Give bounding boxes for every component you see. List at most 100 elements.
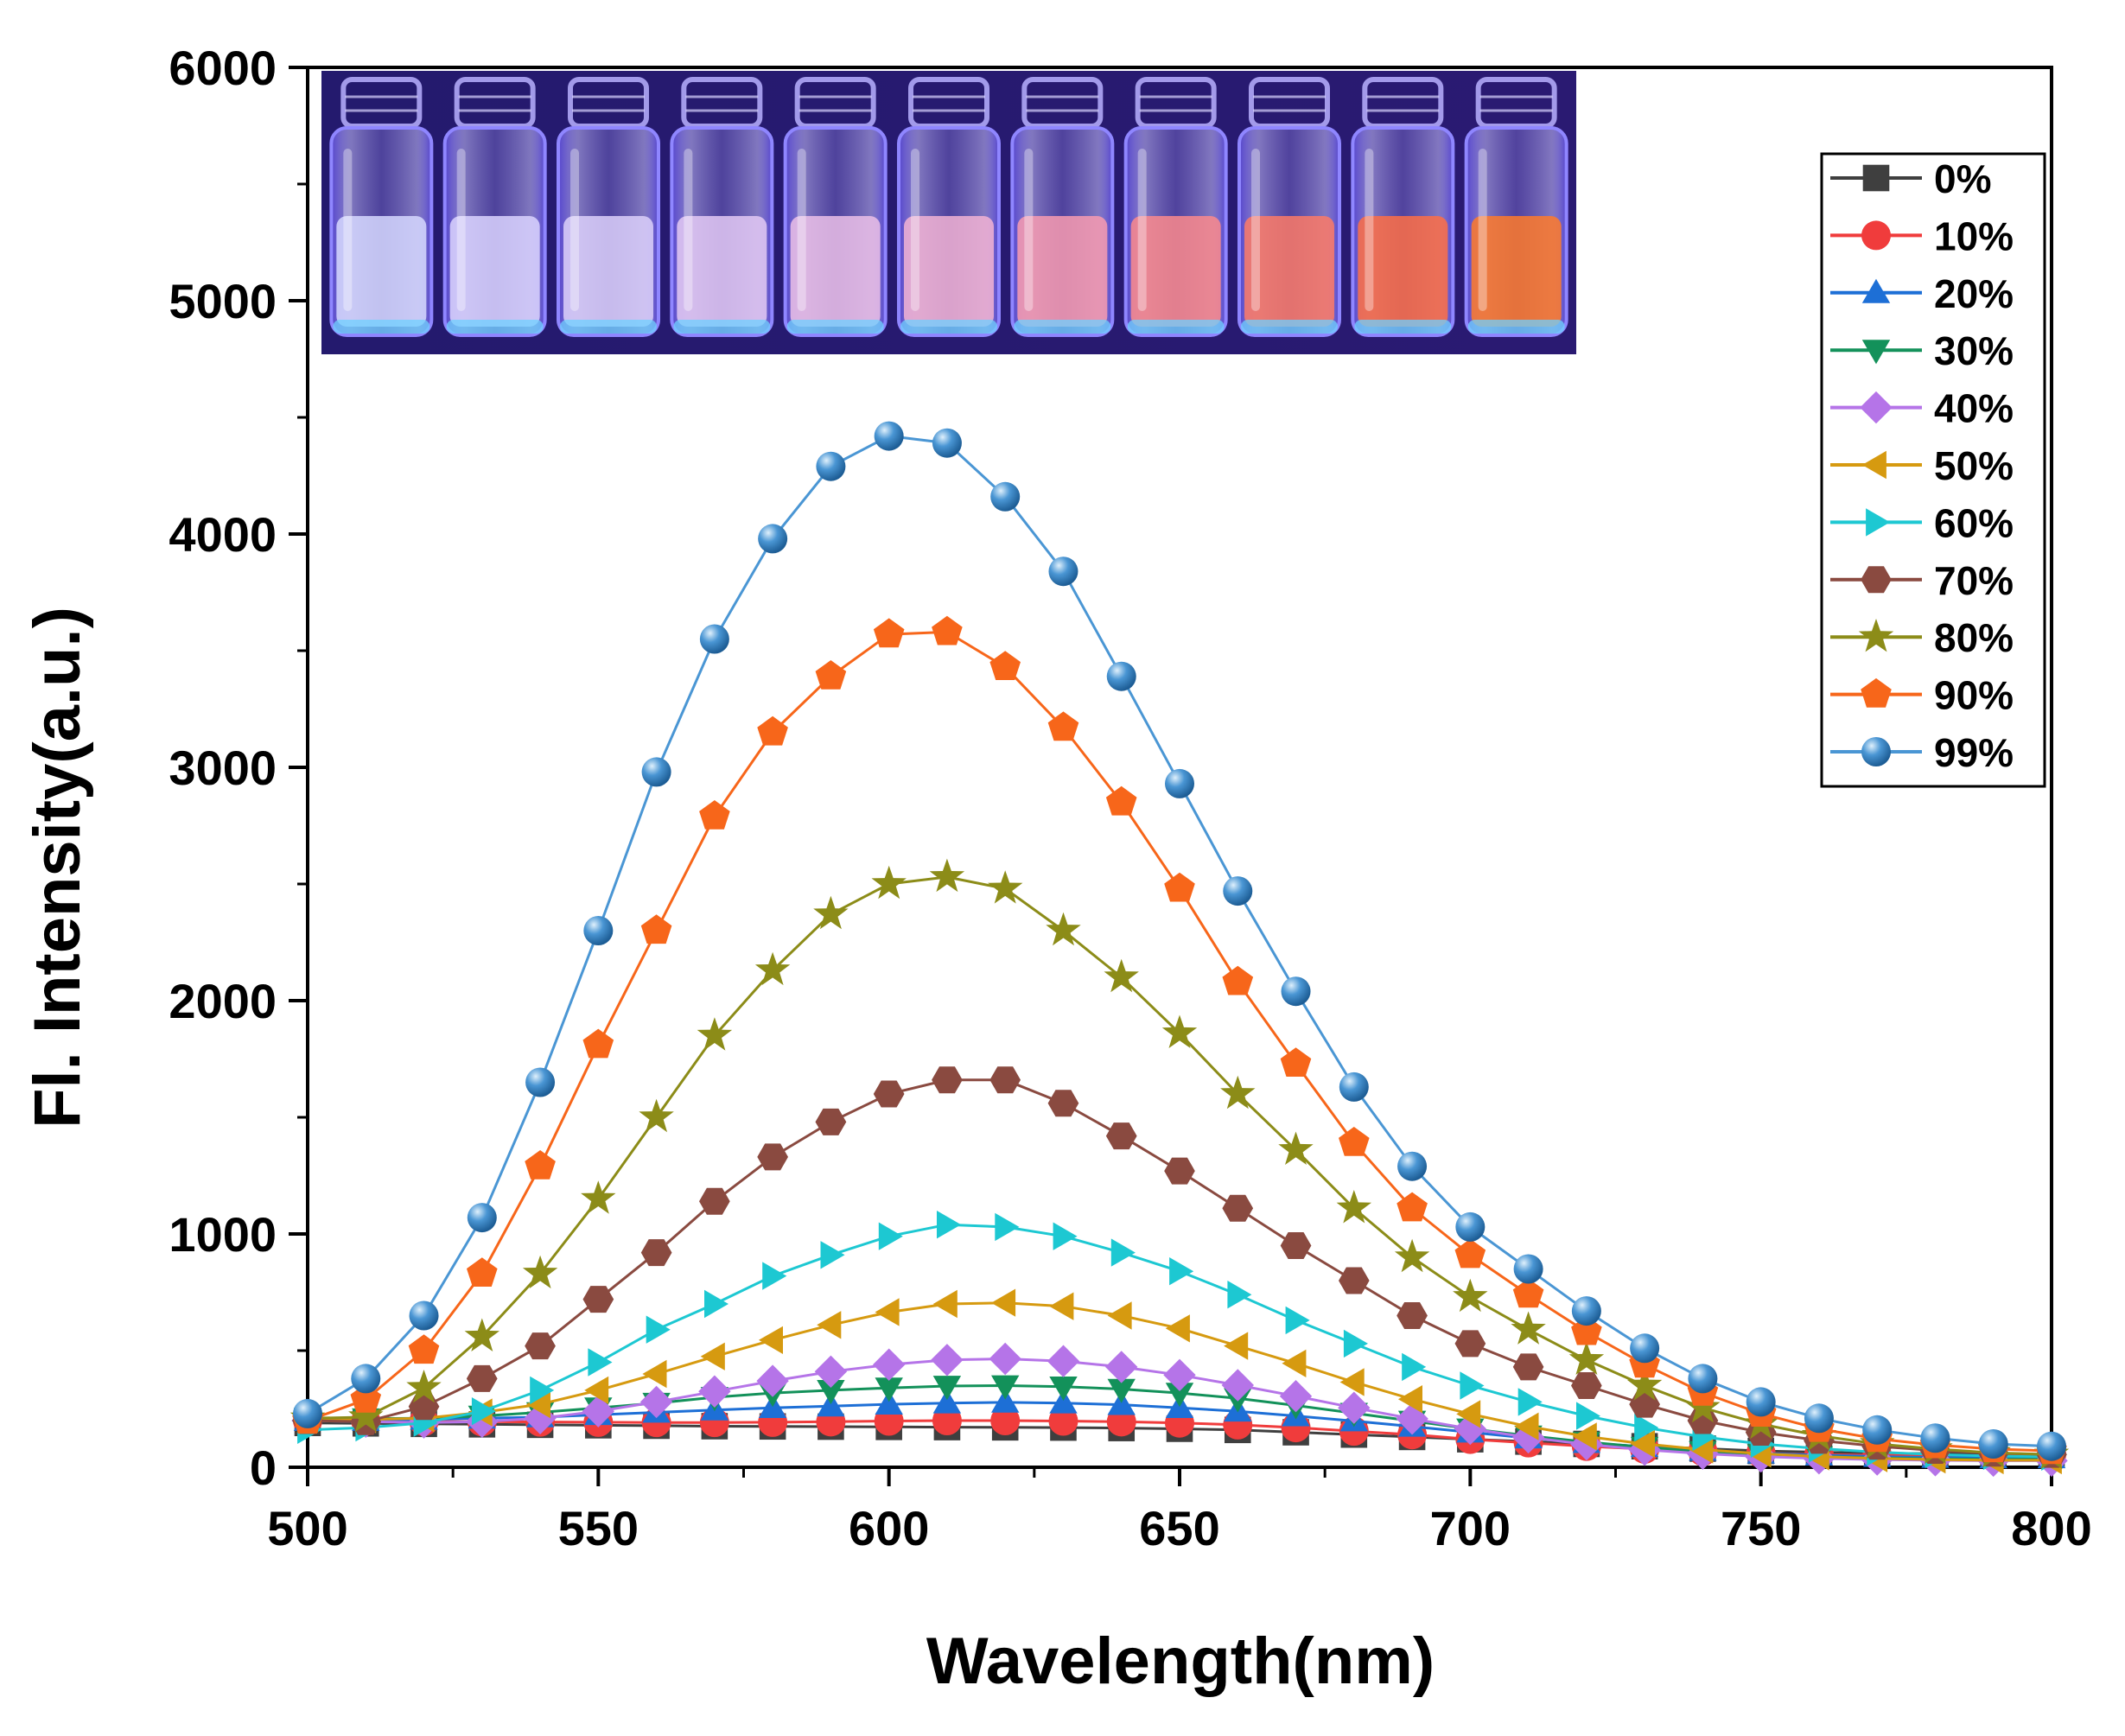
data-point <box>1339 1368 1365 1396</box>
legend-marker <box>1860 391 1893 424</box>
data-point <box>1280 1232 1312 1259</box>
x-tick-label: 550 <box>558 1501 639 1555</box>
data-point <box>351 1364 381 1394</box>
data-point <box>1165 1314 1190 1343</box>
data-point <box>471 1397 496 1426</box>
data-point <box>1161 1014 1198 1048</box>
legend-entry: 30% <box>1830 328 2014 373</box>
vial-6 <box>897 77 1001 337</box>
data-point <box>988 870 1023 904</box>
data-point <box>1397 1302 1428 1329</box>
vial-2 <box>442 77 547 337</box>
data-point <box>1576 1402 1600 1430</box>
legend-label: 20% <box>1934 271 2014 316</box>
data-point <box>530 1376 555 1405</box>
data-point <box>1397 1192 1428 1222</box>
data-point <box>641 757 671 787</box>
legend-marker <box>1861 566 1892 594</box>
data-point <box>1512 1353 1544 1381</box>
vial-3 <box>557 77 660 337</box>
legend-entry: 90% <box>1830 673 2014 718</box>
y-tick-label: 4000 <box>169 507 277 562</box>
data-point <box>1454 1238 1486 1269</box>
y-tick-label: 1000 <box>169 1207 277 1262</box>
legend-entry: 20% <box>1830 271 2014 316</box>
data-point <box>1280 1047 1312 1077</box>
data-point <box>697 1017 733 1051</box>
data-point <box>817 1311 842 1339</box>
data-point <box>1629 1390 1660 1418</box>
data-point <box>1105 785 1137 816</box>
series-layer <box>289 421 2070 1478</box>
legend-entry: 0% <box>1830 156 1991 201</box>
data-point <box>524 1402 557 1434</box>
x-tick-label: 600 <box>849 1501 929 1555</box>
legend-label: 60% <box>1934 500 2014 545</box>
data-point <box>756 1364 789 1397</box>
data-point <box>1339 1267 1370 1294</box>
legend-entry: 80% <box>1830 615 2014 660</box>
data-point <box>989 651 1021 680</box>
legend-label: 0% <box>1934 156 1991 201</box>
data-point <box>813 895 849 930</box>
data-point <box>754 951 791 986</box>
legend-label: 70% <box>1934 558 2014 603</box>
data-point <box>525 1150 556 1180</box>
data-point <box>1104 958 1139 993</box>
legend-label: 10% <box>1934 213 2014 258</box>
data-point <box>467 1257 498 1287</box>
data-point <box>1107 1378 1136 1403</box>
legend-label: 50% <box>1934 443 2014 488</box>
data-point <box>1746 1387 1776 1417</box>
legend-label: 90% <box>1934 673 2014 718</box>
data-point <box>1343 1329 1368 1358</box>
data-point <box>1047 711 1079 741</box>
y-tick-label: 5000 <box>169 274 277 328</box>
data-point <box>1222 1194 1254 1222</box>
data-point <box>1279 1380 1313 1413</box>
data-point <box>1514 1412 1539 1440</box>
data-point <box>1047 1090 1079 1117</box>
x-tick-label: 800 <box>2011 1501 2091 1555</box>
data-point <box>814 1355 848 1388</box>
series-line <box>307 435 2052 1448</box>
data-point <box>2037 1431 2066 1461</box>
legend-marker <box>1861 677 1892 708</box>
data-point <box>762 1262 787 1290</box>
data-point <box>1221 1369 1254 1402</box>
data-point <box>1165 768 1194 798</box>
data-point <box>1396 1402 1428 1435</box>
legend-label: 40% <box>1934 386 2014 431</box>
data-point <box>875 1377 903 1402</box>
data-point <box>1163 1358 1196 1391</box>
vial-4 <box>670 77 774 337</box>
data-point <box>646 1315 671 1344</box>
data-point <box>1460 1371 1485 1400</box>
legend-marker <box>1866 508 1891 537</box>
y-axis: 0 1000 2000 3000 4000 5000 6000 <box>169 41 308 1495</box>
y-tick-label: 2000 <box>169 974 277 1028</box>
data-point <box>817 1392 845 1417</box>
data-point <box>1336 1190 1371 1224</box>
data-point <box>582 1286 614 1313</box>
data-point <box>1222 965 1254 995</box>
legend-marker <box>1861 340 1891 365</box>
data-point <box>1049 1377 1078 1401</box>
data-point <box>582 1395 614 1428</box>
y-axis-title: Fl. Intensity(a.u.) <box>21 607 94 1129</box>
data-point <box>757 1143 788 1171</box>
data-point <box>1049 1292 1074 1320</box>
data-point <box>815 660 847 690</box>
data-point <box>1804 1403 1834 1434</box>
data-point <box>466 1405 499 1438</box>
data-point <box>466 1364 498 1392</box>
y-tick-label: 3000 <box>169 741 277 795</box>
data-point <box>1046 912 1081 946</box>
data-point <box>1049 1389 1078 1414</box>
x-tick-label: 700 <box>1430 1501 1511 1555</box>
data-point <box>991 1375 1020 1400</box>
data-point <box>1626 1367 1663 1401</box>
data-point <box>875 1298 900 1326</box>
data-point <box>932 615 963 645</box>
data-point <box>1105 1122 1137 1150</box>
